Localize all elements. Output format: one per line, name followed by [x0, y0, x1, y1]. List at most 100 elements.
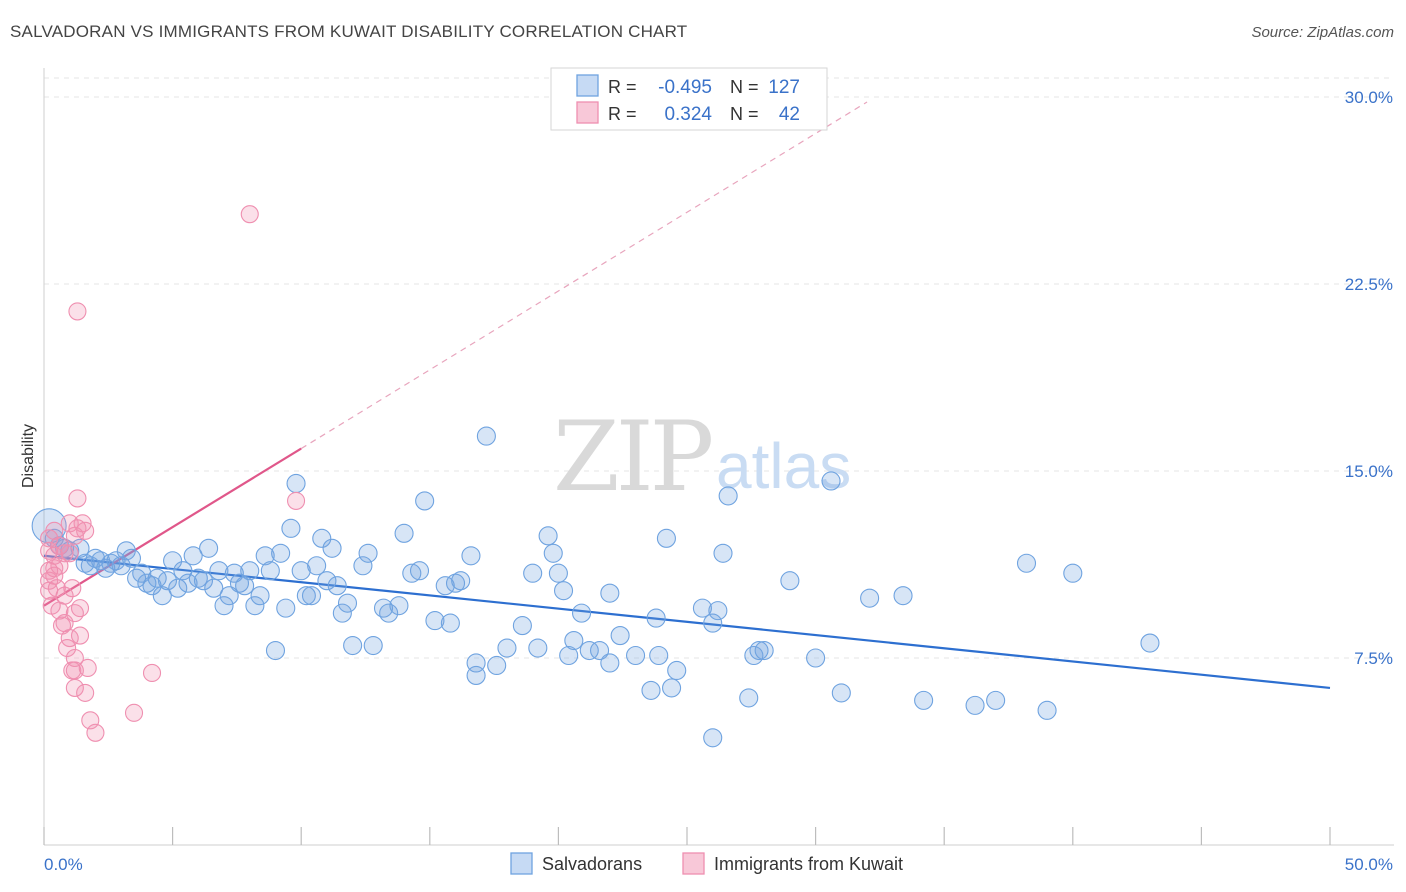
legend-n-label-2: N =: [730, 104, 759, 124]
legend-r-label-1: R =: [608, 77, 637, 97]
point-salvadorans: [440, 613, 460, 633]
point-salvadorans: [121, 548, 141, 568]
point-kuwait: [76, 683, 95, 702]
point-kuwait: [287, 491, 306, 510]
y-tick-label: 22.5%: [1345, 275, 1393, 294]
point-salvadorans: [523, 563, 543, 583]
point-kuwait: [68, 302, 87, 321]
point-kuwait: [45, 559, 64, 578]
point-kuwait: [55, 544, 74, 563]
point-salvadorans: [260, 561, 280, 581]
point-salvadorans: [497, 638, 517, 658]
point-kuwait: [73, 514, 92, 533]
point-salvadorans: [291, 561, 311, 581]
y-tick-label: 7.5%: [1354, 649, 1393, 668]
point-salvadorans: [235, 576, 255, 596]
point-salvadorans: [692, 598, 712, 618]
point-salvadorans: [1063, 563, 1083, 583]
bottom-legend-kuwait: Immigrants from Kuwait: [714, 854, 903, 874]
point-salvadorans: [332, 603, 352, 623]
point-salvadorans: [1016, 553, 1037, 573]
point-salvadorans: [986, 690, 1006, 710]
legend-r-value-1: -0.495: [658, 77, 712, 98]
point-salvadorans: [600, 583, 620, 603]
point-salvadorans: [168, 578, 188, 598]
point-salvadorans: [564, 630, 584, 651]
point-salvadorans: [178, 573, 198, 593]
point-salvadorans: [528, 638, 548, 658]
point-kuwait: [68, 489, 87, 508]
point-salvadorans: [219, 586, 239, 606]
point-salvadorans: [667, 660, 687, 681]
point-salvadorans: [476, 426, 496, 446]
watermark: ZIP atlas: [553, 401, 851, 513]
legend-n-value-1: 127: [768, 77, 800, 98]
point-salvadorans: [1037, 700, 1057, 720]
point-salvadorans: [312, 528, 332, 548]
point-salvadorans: [214, 596, 234, 616]
point-salvadorans: [703, 613, 723, 633]
point-salvadorans: [806, 648, 826, 668]
point-salvadorans: [708, 601, 728, 621]
point-kuwait: [78, 658, 97, 678]
point-salvadorans: [662, 678, 682, 698]
source-label: Source: ZipAtlas.com: [1251, 24, 1394, 41]
point-salvadorans: [183, 546, 203, 566]
point-salvadorans: [163, 551, 183, 571]
point-salvadorans: [224, 563, 244, 583]
point-kuwait: [240, 205, 259, 224]
point-kuwait: [63, 579, 82, 598]
point-salvadorans: [718, 486, 738, 506]
point-salvadorans: [610, 626, 630, 646]
bottom-legend-swatch-salvadorans: [510, 852, 533, 875]
trend-line-kuwait: [43, 447, 302, 607]
point-kuwait: [142, 663, 162, 683]
point-salvadorans: [358, 543, 378, 563]
legend-swatch-salvadorans: [576, 74, 599, 97]
point-salvadorans: [188, 568, 208, 588]
point-salvadorans: [137, 573, 157, 593]
point-salvadorans: [363, 635, 383, 656]
point-salvadorans: [152, 586, 172, 606]
point-salvadorans: [914, 690, 934, 710]
axes: [43, 68, 1394, 846]
x-tick-label-min: 0.0%: [44, 855, 83, 874]
legend-swatch-kuwait: [576, 101, 599, 124]
y-tick-labels: 7.5% 15.0% 22.5% 30.0%: [1345, 88, 1393, 668]
point-salvadorans: [132, 563, 152, 583]
point-salvadorans: [461, 546, 481, 566]
point-salvadorans: [451, 571, 471, 591]
point-salvadorans: [860, 588, 880, 608]
y-tick-label: 30.0%: [1345, 88, 1393, 107]
point-salvadorans: [343, 635, 363, 656]
point-salvadorans: [353, 556, 373, 576]
x-tick-label-max: 50.0%: [1345, 855, 1393, 874]
point-salvadorans: [327, 576, 347, 596]
point-salvadorans: [379, 603, 399, 623]
point-salvadorans: [415, 491, 435, 511]
point-salvadorans: [590, 640, 610, 661]
y-axis-label: Disability: [20, 424, 37, 488]
point-salvadorans: [512, 616, 532, 636]
point-salvadorans: [389, 596, 409, 616]
point-salvadorans: [739, 688, 759, 708]
point-salvadorans: [548, 563, 568, 583]
point-salvadorans: [965, 695, 985, 715]
point-salvadorans: [301, 586, 322, 606]
point-kuwait: [45, 546, 64, 565]
point-salvadorans: [600, 653, 620, 673]
point-kuwait: [70, 599, 90, 618]
point-salvadorans: [1140, 633, 1160, 653]
point-salvadorans: [831, 683, 851, 703]
point-salvadorans: [85, 548, 105, 568]
point-salvadorans: [337, 593, 358, 613]
point-kuwait: [60, 544, 79, 563]
point-salvadorans: [559, 645, 579, 666]
point-salvadorans: [703, 728, 723, 748]
point-salvadorans: [250, 586, 270, 606]
point-salvadorans: [425, 611, 445, 631]
point-salvadorans: [754, 640, 774, 661]
point-salvadorans: [538, 526, 558, 546]
point-salvadorans: [402, 563, 422, 583]
point-salvadorans: [271, 543, 291, 563]
